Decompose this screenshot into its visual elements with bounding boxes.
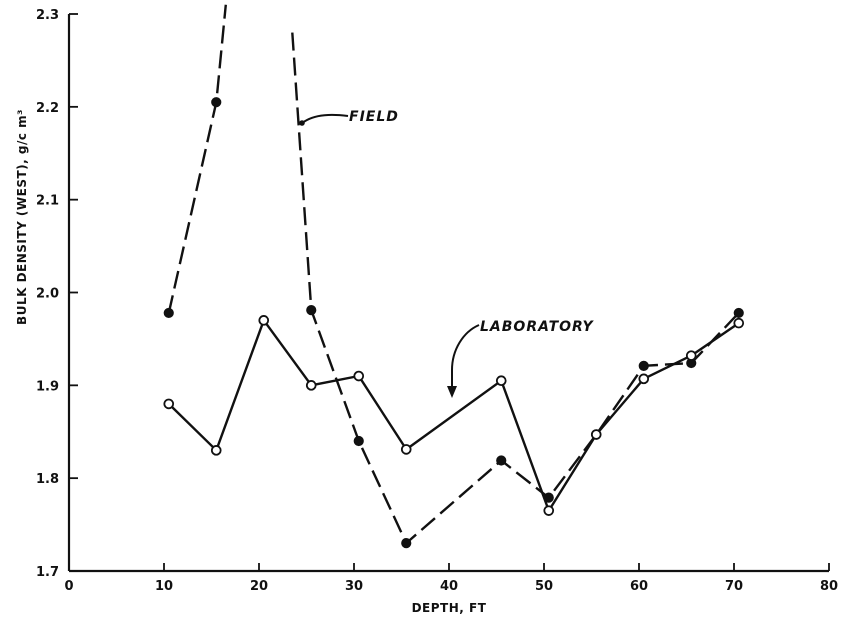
field-leader-line: [299, 113, 349, 125]
x-tick-label-0: 0: [64, 579, 73, 594]
y-tick-label-1.8: 1.8: [36, 472, 59, 487]
field-point-2-4: [401, 538, 412, 549]
x-tick-label-20: 20: [250, 579, 268, 594]
laboratory-point-1-11: [685, 350, 697, 361]
x-tick-label-30: 30: [345, 579, 363, 594]
x-tick-label-40: 40: [440, 579, 458, 594]
field-line-segment-1: [167, 4, 227, 314]
series-layer: [163, 4, 745, 549]
field-point-2-5: [496, 455, 507, 466]
laboratory-leader-arrowhead: [447, 386, 457, 398]
field-annotation: FIELD: [349, 109, 399, 125]
field-point-1-2: [211, 97, 222, 108]
x-tick-label-80: 80: [820, 579, 838, 594]
laboratory-point-1-7: [495, 375, 507, 386]
laboratory-point-1-5: [353, 370, 365, 382]
laboratory-point-1-2: [210, 445, 222, 456]
field-point-1-1: [163, 307, 174, 319]
laboratory-annotation: LABORATORY: [480, 319, 595, 335]
laboratory-point-1-3: [258, 315, 270, 326]
laboratory-line-segment-1: [167, 319, 740, 512]
laboratory-point-1-8: [543, 505, 555, 516]
laboratory-point-1-6: [400, 444, 412, 455]
laboratory-point-1-10: [638, 373, 650, 385]
x-tick-label-10: 10: [155, 579, 173, 594]
field-leader-arrowhead: [299, 120, 305, 126]
y-tick-label-2.0: 2.0: [36, 287, 59, 302]
laboratory-leader-line: [451, 324, 480, 392]
annotations-layer: FIELD LABORATORY: [299, 109, 594, 398]
y-tick-label-2.1: 2.1: [36, 194, 59, 209]
y-tick-label-2.3: 2.3: [36, 8, 59, 23]
laboratory-point-1-1: [163, 398, 175, 410]
x-tick-label-50: 50: [535, 579, 553, 594]
field-point-2-3: [353, 435, 364, 447]
x-axis-label: DEPTH, FT: [412, 601, 487, 615]
laboratory-point-1-4: [305, 380, 317, 391]
laboratory-point-1-9: [590, 429, 602, 440]
y-axis-label: BULK DENSITY (WEST), g/c m³: [15, 109, 29, 325]
y-tick-label-1.9: 1.9: [36, 379, 59, 394]
field-point-2-2: [306, 305, 317, 316]
field-point-2-8: [638, 360, 649, 371]
laboratory-point-1-12: [733, 317, 745, 329]
x-tick-label-60: 60: [630, 579, 648, 594]
field-point-2-10: [733, 307, 744, 319]
y-tick-label-1.7: 1.7: [36, 565, 59, 580]
y-tick-label-2.2: 2.2: [36, 101, 59, 116]
x-tick-label-70: 70: [725, 579, 743, 594]
field-line-segment-2: [291, 32, 740, 545]
axes: 0 10 20 30 40 50 60 70 80 1.7 1.8 1.9 2.0 2.1 2.2 2.3: [36, 8, 838, 594]
